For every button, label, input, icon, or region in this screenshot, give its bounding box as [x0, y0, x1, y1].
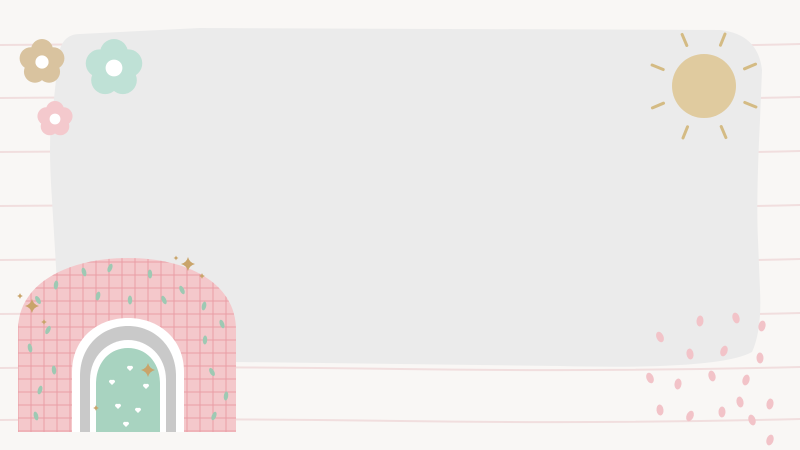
confetti-dot: [674, 378, 682, 390]
leaf: [51, 365, 57, 375]
leaf: [53, 280, 59, 290]
confetti-dot: [732, 312, 740, 324]
leaf: [45, 325, 51, 335]
sun-icon: [650, 32, 758, 140]
sun-ray: [719, 125, 728, 140]
leaf: [209, 367, 215, 377]
flower-center: [105, 59, 123, 77]
leaf: [127, 295, 133, 305]
confetti-dot: [718, 406, 726, 418]
mint-flower-icon: [85, 39, 143, 95]
leaf: [37, 385, 43, 395]
leaf: [219, 319, 225, 329]
sparkle: [199, 273, 205, 279]
pink-confetti-dots: [646, 312, 774, 446]
sparkle: [41, 319, 47, 325]
leaf: [95, 291, 101, 301]
confetti-dot: [742, 374, 750, 386]
sparkle: [141, 363, 155, 377]
rainbow-icon: [17, 255, 236, 432]
confetti-dot: [686, 348, 694, 360]
sparkle: [25, 299, 39, 313]
leaf: [223, 391, 229, 401]
heart: [114, 403, 122, 409]
confetti-dot: [720, 345, 728, 357]
confetti-dot: [656, 404, 664, 416]
confetti-dot: [696, 315, 704, 327]
heart: [122, 421, 130, 427]
sun-ray: [650, 101, 665, 110]
sparkle: [93, 405, 99, 411]
flower-center: [49, 113, 61, 125]
pink-flower-icon: [37, 101, 73, 136]
confetti-dot: [766, 398, 774, 410]
leaf: [202, 335, 208, 345]
confetti-dot: [656, 331, 664, 343]
leaf: [147, 269, 153, 279]
sparkle: [173, 255, 179, 261]
leaf: [211, 411, 217, 421]
sun-ray: [681, 125, 690, 140]
heart: [142, 383, 150, 389]
leaf: [33, 411, 39, 421]
flower-center: [35, 55, 49, 69]
confetti-dot: [646, 372, 654, 384]
confetti-dot: [766, 434, 774, 446]
heart: [134, 407, 142, 413]
tan-flower-icon: [19, 39, 65, 83]
sun-ray: [650, 63, 665, 72]
leaf: [35, 295, 41, 305]
leaf: [161, 295, 167, 305]
leaf: [201, 301, 207, 311]
heart: [126, 365, 134, 371]
confetti-dot: [708, 370, 716, 382]
confetti-dot: [736, 396, 744, 408]
leaf: [27, 343, 33, 353]
heart: [108, 379, 116, 385]
leaf: [81, 267, 87, 277]
confetti-dot: [758, 320, 766, 332]
confetti-dot: [748, 414, 756, 426]
note-card: [50, 28, 762, 367]
confetti-dot: [686, 410, 694, 422]
sun-ray: [743, 100, 758, 109]
sun-ray: [680, 32, 689, 47]
sparkle: [17, 293, 23, 299]
sun-ray: [743, 62, 758, 71]
sun-ray: [718, 32, 727, 47]
sparkle: [181, 257, 195, 271]
leaf: [107, 263, 113, 273]
confetti-dot: [756, 352, 764, 364]
leaf: [179, 285, 185, 295]
